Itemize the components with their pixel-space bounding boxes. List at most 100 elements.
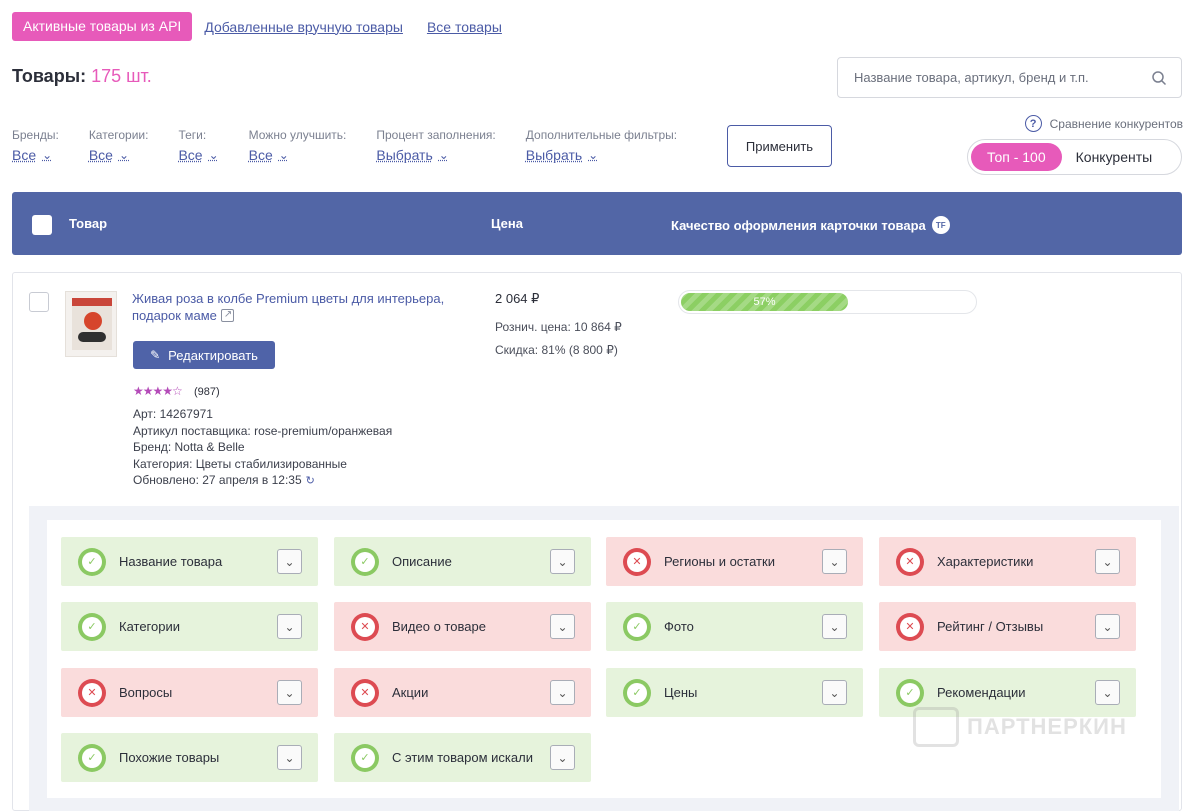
status-icon-inner: ✓ (355, 747, 375, 768)
check-ok-icon: ✓ (78, 743, 106, 772)
row-checkbox[interactable] (29, 292, 49, 312)
check-item[interactable]: ✕ Видео о товаре ⌄ (334, 602, 591, 651)
chevron-down-icon[interactable]: ⌄ (822, 549, 847, 574)
chevron-down-icon[interactable]: ⌄ (1095, 680, 1120, 705)
check-fail-icon: ✕ (351, 678, 379, 707)
product-updated: Обновлено: 27 апреля в 12:35 (133, 473, 302, 487)
check-label: С этим товаром искали (392, 750, 533, 765)
search-icon[interactable] (1151, 70, 1167, 86)
price: 2 064 ₽ (495, 291, 540, 306)
filter-label: Категории: (88, 128, 149, 142)
check-item[interactable]: ✕ Вопросы ⌄ (61, 668, 318, 717)
edit-button-label: Редактировать (168, 347, 258, 363)
chevron-down-icon[interactable]: ⌄ (822, 680, 847, 705)
product-tabs: Активные товары из API Добавленные вручн… (12, 12, 514, 41)
filter-value: Все (12, 147, 37, 163)
chevron-down-icon[interactable]: ⌄ (550, 680, 575, 705)
chevron-down-icon: ⌄ (588, 148, 599, 162)
filter-dropdown[interactable]: Все ⌄ (12, 147, 59, 163)
filter-additional[interactable]: Дополнительные фильтры: Выбрать ⌄ (526, 128, 677, 163)
tab-all[interactable]: Все товары (426, 18, 502, 35)
product-title-link[interactable]: Живая роза в колбе Premium цветы для инт… (132, 290, 472, 324)
filter-label: Бренды: (12, 128, 59, 142)
quality-progress-bar: 57% (678, 290, 977, 314)
check-label: Описание (392, 554, 452, 569)
chevron-down-icon[interactable]: ⌄ (277, 680, 302, 705)
check-label: Вопросы (119, 685, 173, 700)
filter-tags[interactable]: Теги: Все ⌄ (178, 128, 218, 163)
filter-dropdown[interactable]: Все ⌄ (89, 147, 149, 163)
filter-dropdown[interactable]: Все ⌄ (249, 147, 347, 163)
chevron-down-icon[interactable]: ⌄ (277, 745, 302, 770)
search-input[interactable]: Название товара, артикул, бренд и т.п. (837, 57, 1182, 98)
check-ok-icon: ✓ (351, 547, 379, 576)
status-icon-inner: ✓ (627, 682, 647, 703)
toggle-top-100[interactable]: Топ - 100 (971, 143, 1062, 171)
discount: Скидка: 81% (8 800 ₽) (495, 343, 618, 357)
select-all-checkbox[interactable] (32, 215, 52, 235)
chevron-down-icon: ⌄ (42, 148, 53, 162)
check-item[interactable]: ✓ Название товара ⌄ (61, 537, 318, 586)
table-row: Живая роза в колбе Premium цветы для инт… (12, 272, 1182, 811)
check-fail-icon: ✕ (896, 547, 924, 576)
filter-categories[interactable]: Категории: Все ⌄ (89, 128, 149, 163)
check-item[interactable]: ✓ Цены ⌄ (606, 668, 863, 717)
filter-label: Теги: (178, 128, 207, 142)
chevron-down-icon[interactable]: ⌄ (550, 549, 575, 574)
chevron-down-icon[interactable]: ⌄ (277, 549, 302, 574)
table-header: Товар Цена Качество оформления карточки … (12, 192, 1182, 255)
filter-dropdown[interactable]: Выбрать ⌄ (376, 147, 495, 163)
page-title: Товары: 175 шт. (12, 66, 152, 87)
filter-brands[interactable]: Бренды: Все ⌄ (12, 128, 59, 163)
product-image-banner (72, 298, 112, 306)
chevron-down-icon[interactable]: ⌄ (550, 614, 575, 639)
check-item[interactable]: ✓ Категории ⌄ (61, 602, 318, 651)
check-item[interactable]: ✓ Похожие товары ⌄ (61, 733, 318, 782)
apply-button[interactable]: Применить (727, 125, 832, 167)
check-item[interactable]: ✕ Рейтинг / Отзывы ⌄ (879, 602, 1136, 651)
filter-label: Дополнительные фильтры: (525, 128, 678, 142)
product-image[interactable] (65, 291, 117, 357)
filter-fill-percent[interactable]: Процент заполнения: Выбрать ⌄ (376, 128, 495, 163)
product-supplier-art: Артикул поставщика: rose-premium/оранжев… (133, 423, 393, 438)
status-icon-inner: ✕ (900, 616, 920, 637)
check-item[interactable]: ✓ Фото ⌄ (606, 602, 863, 651)
search-placeholder: Название товара, артикул, бренд и т.п. (854, 70, 1089, 85)
check-item[interactable]: ✓ Описание ⌄ (334, 537, 591, 586)
check-ok-icon: ✓ (623, 612, 651, 641)
chevron-down-icon[interactable]: ⌄ (1095, 549, 1120, 574)
tab-active-api[interactable]: Активные товары из API (12, 12, 193, 41)
filter-value: Все (178, 147, 203, 163)
status-icon-inner: ✕ (82, 682, 102, 703)
status-icon-inner: ✓ (627, 616, 647, 637)
external-link-icon[interactable] (220, 306, 234, 323)
filter-dropdown[interactable]: Все ⌄ (178, 147, 218, 163)
check-ok-icon: ✓ (78, 547, 106, 576)
chevron-down-icon[interactable]: ⌄ (1095, 614, 1120, 639)
filter-dropdown[interactable]: Выбрать ⌄ (526, 147, 677, 163)
status-icon-inner: ✓ (900, 682, 920, 703)
compare-competitors: ? Сравнение конкурентов (1024, 115, 1183, 132)
toggle-competitors[interactable]: Конкуренты (1075, 149, 1153, 165)
check-item[interactable]: ✓ Рекомендации ⌄ (879, 668, 1136, 717)
refresh-icon[interactable]: ↻ (305, 475, 315, 487)
check-item[interactable]: ✕ Характеристики ⌄ (879, 537, 1136, 586)
check-item[interactable]: ✕ Регионы и остатки ⌄ (606, 537, 863, 586)
filter-improvable[interactable]: Можно улучшить: Все ⌄ (249, 128, 347, 163)
product-image-rose (84, 312, 102, 330)
chevron-down-icon[interactable]: ⌄ (822, 614, 847, 639)
check-ok-icon: ✓ (623, 678, 651, 707)
check-item[interactable]: ✕ Акции ⌄ (334, 668, 591, 717)
check-fail-icon: ✕ (78, 678, 106, 707)
edit-button[interactable]: ✎ Редактировать (133, 341, 275, 369)
check-label: Фото (664, 619, 694, 634)
tab-manual[interactable]: Добавленные вручную товары (204, 18, 403, 35)
edit-icon: ✎ (150, 348, 161, 362)
compare-toggle[interactable]: Топ - 100 Конкуренты (967, 139, 1182, 175)
chevron-down-icon[interactable]: ⌄ (550, 745, 575, 770)
review-count[interactable]: (987) (194, 386, 220, 398)
help-icon[interactable]: ? (1024, 115, 1042, 132)
check-item[interactable]: ✓ С этим товаром искали ⌄ (334, 733, 591, 782)
chevron-down-icon[interactable]: ⌄ (277, 614, 302, 639)
check-label: Похожие товары (119, 750, 220, 765)
